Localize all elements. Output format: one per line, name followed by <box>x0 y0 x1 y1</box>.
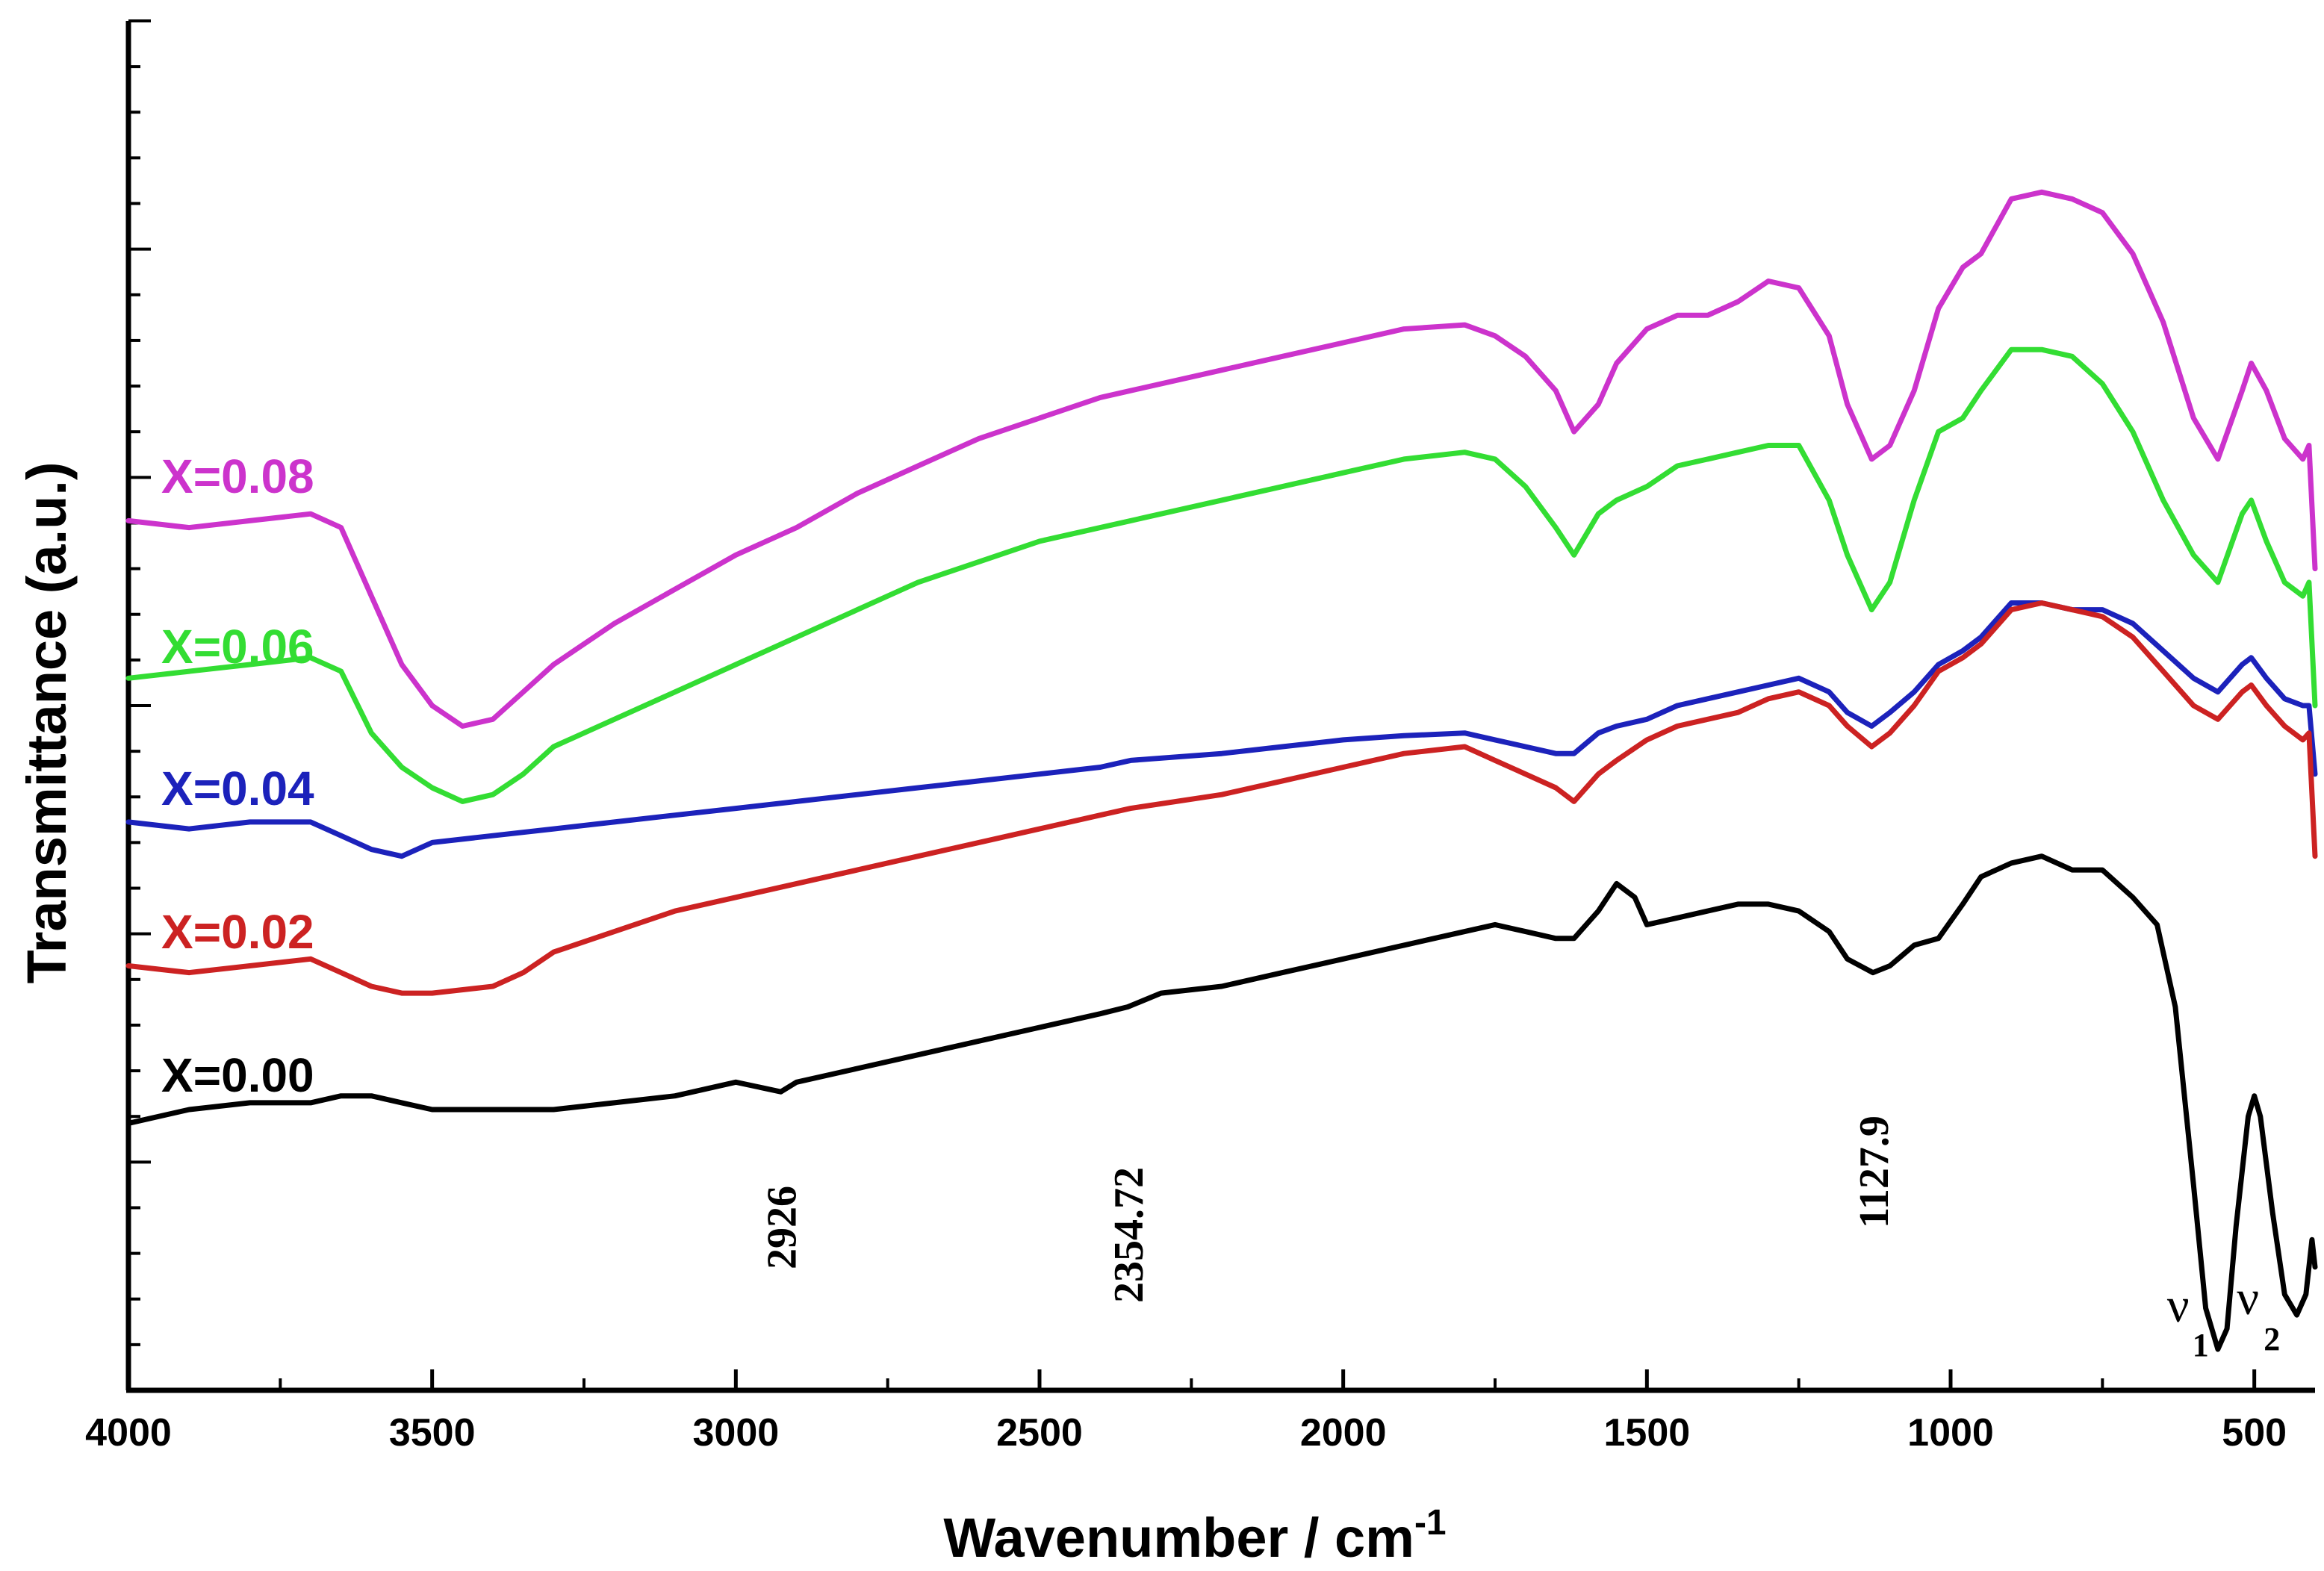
peak-annotation-2926: 2926 <box>759 1186 806 1269</box>
series-line-4 <box>125 853 2318 1352</box>
x-tick-label: 1500 <box>1603 1411 1690 1455</box>
x-axis-title: Wavenumber / cm-1 <box>943 1503 1446 1569</box>
nu2-subscript: 2 <box>2264 1321 2280 1357</box>
x-tick-label: 2000 <box>1300 1411 1387 1455</box>
series-line-0 <box>125 189 2318 729</box>
x-axis-ticks: 4000 3500 3000 2500 2000 1500 1000 500 <box>85 1369 2287 1455</box>
peak-annotation-1127-9: 1127.9 <box>1851 1116 1898 1228</box>
annotations-group: 2926 2354.72 1127.9 ν 1 ν 2 <box>759 1116 2281 1363</box>
series-line-2 <box>125 600 2318 859</box>
x-tick-label: 1000 <box>1907 1411 1994 1455</box>
x-tick-label: 4000 <box>85 1411 172 1455</box>
peak-annotation-2354-72: 2354.72 <box>1106 1167 1152 1303</box>
x-tick-label: 3000 <box>692 1411 779 1455</box>
series-label-x002: X=0.02 <box>161 905 314 959</box>
y-axis-title: Transmittance (a.u.) <box>16 461 78 983</box>
nu1-subscript: 1 <box>2193 1327 2209 1363</box>
x-tick-label: 2500 <box>996 1411 1083 1455</box>
x-axis-title-superscript: -1 <box>1414 1503 1447 1543</box>
series-labels: X=0.08 X=0.06 X=0.04 X=0.02 X=0.00 <box>161 449 314 1102</box>
series-line-1 <box>125 346 2318 804</box>
series-label-x000: X=0.00 <box>161 1048 314 1102</box>
series-group <box>125 189 2318 1352</box>
x-axis-title-text: Wavenumber / cm <box>943 1507 1414 1569</box>
series-line-3 <box>125 600 2318 996</box>
series-label-x006: X=0.06 <box>161 620 314 673</box>
series-label-x008: X=0.08 <box>161 449 314 503</box>
nu2-symbol: ν <box>2237 1271 2259 1325</box>
x-tick-label: 3500 <box>389 1411 476 1455</box>
x-tick-label: 500 <box>2222 1411 2287 1455</box>
nu1-symbol: ν <box>2167 1278 2190 1333</box>
series-label-x004: X=0.04 <box>161 762 314 815</box>
